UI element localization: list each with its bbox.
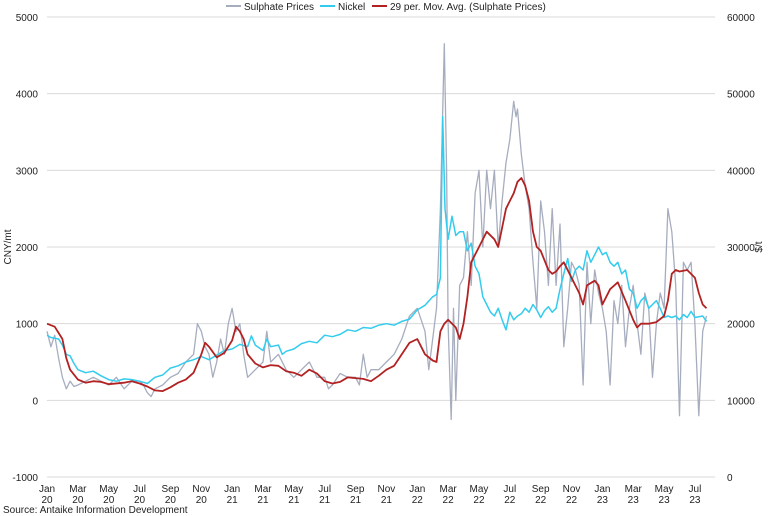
x-tick-month: Nov	[192, 484, 210, 495]
x-tick-month: Jul	[503, 484, 516, 495]
x-tick-month: Mar	[254, 484, 272, 495]
x-tick-month: May	[99, 484, 118, 495]
x-tick-month: Mar	[625, 484, 643, 495]
y-tick-right: 30000	[727, 243, 755, 254]
x-tick-month: Jul	[133, 484, 146, 495]
x-tick-year: 20	[134, 495, 146, 506]
y-tick-left: 1000	[16, 320, 39, 331]
source-note: Source: Antaike Information Development	[3, 505, 188, 516]
y-tick-left: 0	[32, 396, 38, 407]
x-tick-year: 21	[319, 495, 331, 506]
y-axis-left-label: CNY/mt	[3, 229, 14, 264]
y-tick-right: 20000	[727, 320, 755, 331]
x-tick-year: 23	[689, 495, 701, 506]
x-tick-month: Mar	[69, 484, 87, 495]
series-lines	[46, 43, 708, 421]
x-tick-month: May	[655, 484, 674, 495]
x-tick-year: 21	[288, 495, 300, 506]
x-tick-year: 23	[628, 495, 640, 506]
y-tick-left: 4000	[16, 90, 39, 101]
y-tick-left: -1000	[12, 473, 38, 484]
x-tick-month: Jul	[318, 484, 331, 495]
x-tick-year: 22	[473, 495, 485, 506]
x-tick-year: 22	[566, 495, 578, 506]
x-tick-year: 22	[535, 495, 547, 506]
x-axis-ticks: Jan20Mar20May20Jul20Sep20Nov20Jan21Mar21…	[39, 484, 701, 506]
gridlines	[47, 16, 715, 478]
x-tick-month: Jul	[689, 484, 702, 495]
x-tick-year: 22	[412, 495, 424, 506]
x-tick-month: Sep	[162, 484, 180, 495]
x-tick-year: 22	[504, 495, 516, 506]
legend-label-moving-average: 29 per. Mov. Avg. (Sulphate Prices)	[390, 2, 546, 13]
y-axis-right-ticks: 0 10000 20000 30000 40000 50000 60000	[727, 13, 755, 484]
y-axis-left-ticks: -1000 0 1000 2000 3000 4000 5000	[12, 13, 38, 484]
x-tick-year: 20	[196, 495, 208, 506]
y-tick-right: 50000	[727, 90, 755, 101]
x-tick-month: Nov	[563, 484, 581, 495]
y-tick-left: 2000	[16, 243, 39, 254]
x-tick-year: 21	[350, 495, 362, 506]
x-tick-year: 21	[381, 495, 393, 506]
y-axis-right-label: $/t	[754, 241, 765, 252]
x-tick-year: 20	[165, 495, 177, 506]
x-tick-month: May	[470, 484, 489, 495]
x-tick-month: Jan	[224, 484, 240, 495]
x-tick-month: Jan	[594, 484, 610, 495]
x-tick-year: 21	[257, 495, 269, 506]
legend-label-nickel: Nickel	[338, 2, 365, 13]
x-tick-year: 21	[227, 495, 239, 506]
y-tick-left: 5000	[16, 13, 39, 24]
y-tick-right: 60000	[727, 13, 755, 24]
series-sulphate-prices	[46, 43, 708, 421]
x-tick-year: 20	[103, 495, 115, 506]
x-tick-month: Sep	[532, 484, 550, 495]
x-tick-year: 22	[443, 495, 455, 506]
x-tick-month: May	[284, 484, 303, 495]
y-tick-left: 3000	[16, 166, 39, 177]
x-tick-year: 23	[659, 495, 671, 506]
y-tick-right: 40000	[727, 166, 755, 177]
x-tick-month: Sep	[347, 484, 365, 495]
x-tick-month: Jan	[409, 484, 425, 495]
legend: Sulphate Prices Nickel 29 per. Mov. Avg.…	[226, 2, 546, 13]
x-tick-year: 23	[597, 495, 609, 506]
series-moving-average	[46, 177, 708, 392]
y-tick-right: 10000	[727, 396, 755, 407]
x-tick-month: Jan	[39, 484, 55, 495]
y-tick-right: 0	[727, 473, 733, 484]
x-tick-month: Nov	[378, 484, 396, 495]
legend-label-sulphate-prices: Sulphate Prices	[244, 2, 314, 13]
x-tick-year: 20	[72, 495, 84, 506]
series-nickel	[46, 115, 708, 385]
x-tick-month: Mar	[439, 484, 457, 495]
x-tick-year: 20	[41, 495, 53, 506]
